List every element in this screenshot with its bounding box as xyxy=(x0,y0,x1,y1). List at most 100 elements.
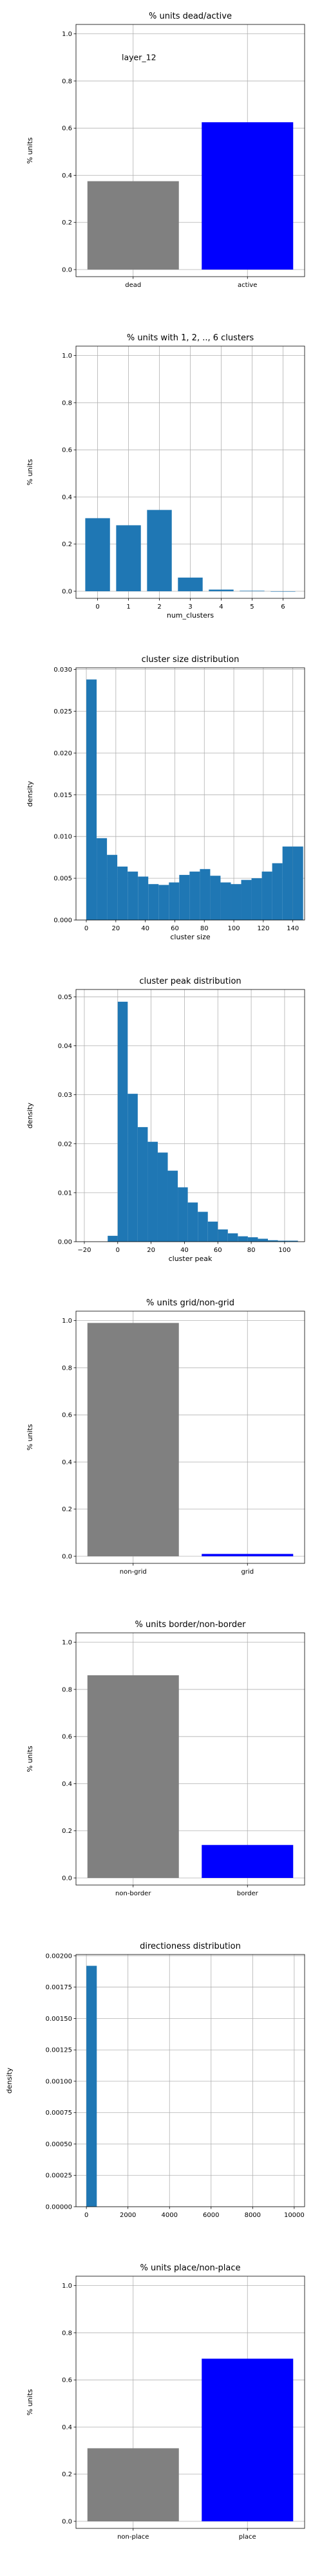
x-tick-label: 20 xyxy=(147,1247,155,1254)
bars xyxy=(86,679,303,920)
chart-4: 0.00 0.01 0.02 0.03 0.04 0.05 −20 0 20 40 60 80 100 c… xyxy=(0,965,322,1287)
chart-title: cluster peak distribution xyxy=(139,977,241,986)
histogram-bin xyxy=(227,1233,238,1242)
bar-grid xyxy=(202,1554,294,1557)
y-tick-label: 0.2 xyxy=(62,541,72,548)
plot-frame xyxy=(75,24,305,277)
y-tick-label: 1.0 xyxy=(62,31,72,38)
x-tick-label: 120 xyxy=(257,925,269,932)
histogram-bin xyxy=(220,882,231,920)
bars xyxy=(87,1323,294,1557)
bars xyxy=(108,1002,298,1242)
y-tick-label: 0.0 xyxy=(62,589,72,596)
chart-svg: 0.0 0.2 0.4 0.6 0.8 1.0 0 1 2 3 4 5 6 % units with 1,… xyxy=(26,333,305,620)
histogram-bin xyxy=(117,1002,128,1242)
histogram-bin xyxy=(238,1236,248,1242)
x-tick-label: place xyxy=(239,2534,256,2541)
y-tick-label: 0.01 xyxy=(58,1190,72,1197)
bars xyxy=(87,1675,294,1879)
bar-3 xyxy=(178,577,203,592)
x-tick-label: 40 xyxy=(180,1247,189,1254)
y-tick-label: 0.6 xyxy=(62,1734,72,1741)
y-tick-label: 0.02 xyxy=(58,1141,72,1148)
histogram-bin xyxy=(272,863,283,920)
plot-frame xyxy=(75,1311,305,1564)
y-tick-label: 0.00 xyxy=(58,1239,72,1246)
histogram-bin xyxy=(128,871,138,920)
histogram-bin xyxy=(178,1187,188,1242)
x-tick-label: 80 xyxy=(247,1247,256,1254)
x-tick-label: 8000 xyxy=(245,2212,261,2219)
x-tick-label: 80 xyxy=(200,925,209,932)
x-tick-label: 0 xyxy=(116,1247,120,1254)
y-tick-label: 0.00075 xyxy=(46,2110,72,2117)
y-tick-label: 0.2 xyxy=(62,219,72,226)
chart-title: cluster size distribution xyxy=(142,655,240,665)
histogram-bin xyxy=(86,1965,97,2207)
x-axis-label: num_clusters xyxy=(167,611,214,620)
y-tick-label: 0.05 xyxy=(58,994,72,1001)
y-tick-label: 0.015 xyxy=(53,792,72,799)
histogram-bin xyxy=(200,869,211,920)
y-axis-label: density xyxy=(26,780,34,807)
x-tick-label: 6000 xyxy=(203,2212,219,2219)
x-tick-label: 40 xyxy=(141,925,149,932)
histogram-bin xyxy=(86,679,97,920)
y-tick-label: 0.8 xyxy=(62,78,72,85)
histogram-bin xyxy=(157,1152,168,1242)
x-tick-label: 4000 xyxy=(162,2212,178,2219)
y-tick-label: 0.6 xyxy=(62,125,72,133)
x-tick-label: 60 xyxy=(171,925,179,932)
histogram-bin xyxy=(261,871,272,920)
plot-frame xyxy=(75,1632,305,1886)
y-tick-label: 0.4 xyxy=(62,1781,72,1788)
chart-svg: 0.0 0.2 0.4 0.6 0.8 1.0 non-grid grid % units gr… xyxy=(26,1298,305,1576)
y-tick-label: 0.4 xyxy=(62,1459,72,1466)
y-tick-label: 0.00175 xyxy=(46,1984,72,1991)
y-tick-label: 0.8 xyxy=(62,1686,72,1693)
gridlines xyxy=(76,1955,305,2207)
y-axis-label: % units xyxy=(26,459,34,485)
y-axis-label: density xyxy=(26,1102,34,1128)
plot-frame xyxy=(75,1954,305,2207)
x-tick-label: 10000 xyxy=(284,2212,305,2219)
x-tick-label: 2 xyxy=(157,603,161,611)
x-tick-label: 0 xyxy=(95,603,99,611)
x-tick-label: grid xyxy=(241,1569,254,1576)
x-tick-label: 6 xyxy=(281,603,285,611)
histogram-bin xyxy=(288,1240,298,1242)
x-tick-label: non-place xyxy=(117,2534,149,2541)
bar-dead xyxy=(87,181,179,270)
x-tick-label: 2000 xyxy=(120,2212,136,2219)
x-tick-label: 5 xyxy=(250,603,254,611)
y-tick-label: 0.6 xyxy=(62,1412,72,1419)
histogram-bin xyxy=(147,1141,158,1242)
y-tick-label: 0.00200 xyxy=(46,1953,72,1960)
x-tick-label: 3 xyxy=(188,603,192,611)
y-tick-label: 0.8 xyxy=(62,2330,72,2337)
y-tick-label: 0.00150 xyxy=(46,2016,72,2023)
histogram-bin xyxy=(251,878,262,920)
histogram-bin xyxy=(210,876,221,920)
histogram-bin xyxy=(169,882,180,920)
chart-svg: 0.0 0.2 0.4 0.6 0.8 1.0 dead active % units dead… xyxy=(26,12,305,289)
histogram-bin xyxy=(107,854,118,920)
y-axis-label: % units xyxy=(26,137,34,163)
chart-6: 0.0 0.2 0.4 0.6 0.8 1.0 non-border border % unit… xyxy=(0,1608,322,1930)
y-tick-label: 0.8 xyxy=(62,400,72,407)
x-tick-label: 20 xyxy=(111,925,120,932)
chart-title: % units border/non-border xyxy=(135,1620,247,1630)
histogram-bin xyxy=(179,874,190,920)
x-tick-label: 140 xyxy=(287,925,299,932)
x-tick-label: 60 xyxy=(214,1247,222,1254)
y-tick-label: 0.00000 xyxy=(46,2204,72,2211)
bars xyxy=(86,1965,97,2207)
chart-svg: 0.0 0.2 0.4 0.6 0.8 1.0 non-border border % unit… xyxy=(26,1620,305,1897)
x-tick-label: active xyxy=(238,282,257,289)
histogram-bin xyxy=(137,1127,148,1242)
y-tick-label: 0.0 xyxy=(62,1875,72,1882)
bars xyxy=(85,510,296,592)
histogram-bin xyxy=(267,1240,278,1242)
layer-annotation: layer_12 xyxy=(122,52,156,62)
